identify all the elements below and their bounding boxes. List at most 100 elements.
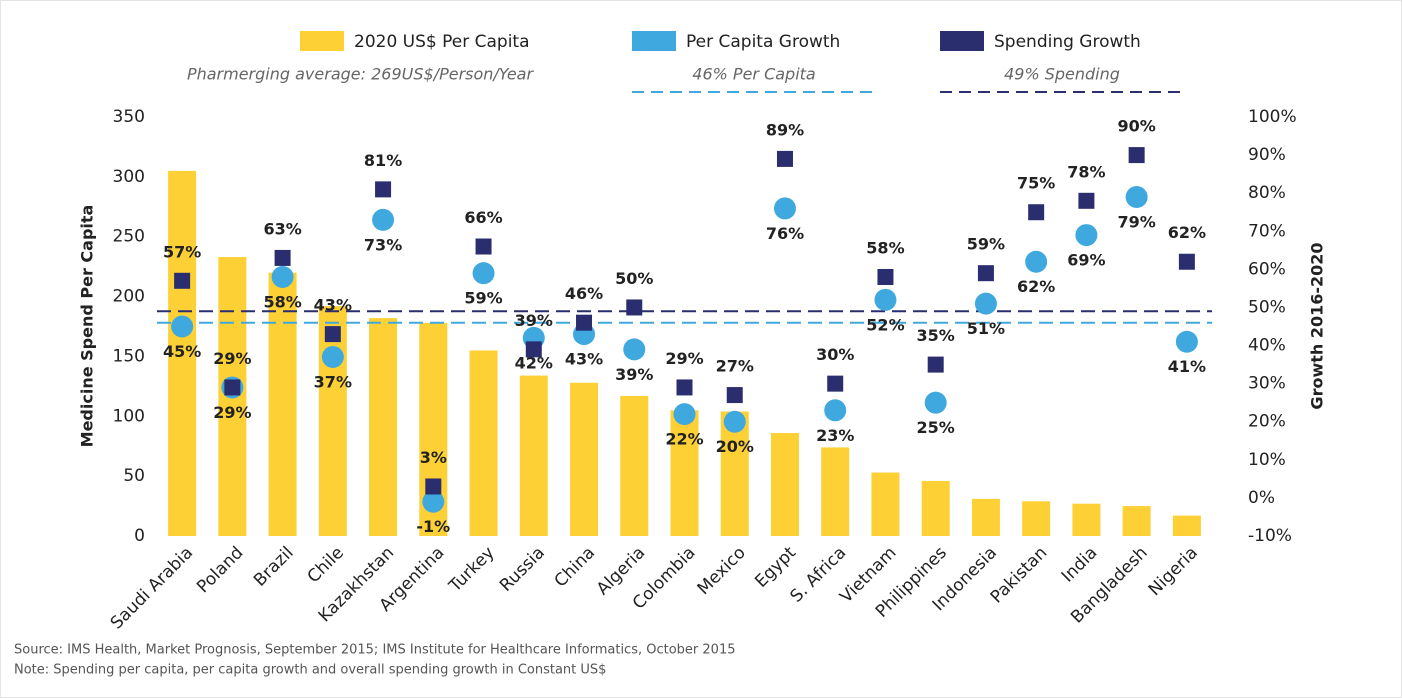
bar [670, 410, 699, 536]
y-tick-label: 100 [113, 406, 145, 426]
bar [971, 498, 1000, 536]
x-tick-label: Saudi Arabia [107, 543, 197, 633]
data-label: 59% [967, 235, 1005, 254]
spending-marker [827, 375, 844, 392]
per-capita-marker [824, 399, 847, 422]
spending-marker [877, 268, 894, 285]
y2-tick-label: 70% [1248, 221, 1286, 241]
spending-marker [224, 379, 241, 396]
spending-marker [174, 272, 191, 289]
per-capita-marker [422, 490, 445, 513]
x-tick-label: China [551, 543, 599, 591]
y-tick-label: 0 [134, 526, 145, 546]
data-label: 90% [1117, 117, 1155, 136]
y-tick-label: 300 [113, 167, 145, 187]
y2-tick-label: 10% [1248, 450, 1286, 470]
x-tick-label: Russia [496, 543, 549, 596]
y-tick-label: 50 [123, 466, 145, 486]
y2-tick-label: 100% [1248, 107, 1297, 127]
data-label: 20% [716, 437, 754, 456]
x-tick-label: Nigeria [1145, 543, 1202, 600]
spending-marker [1078, 192, 1095, 209]
spending-marker [324, 326, 341, 343]
spending-marker [1028, 204, 1045, 221]
data-label: 30% [816, 345, 854, 364]
x-tick-label: Chile [304, 543, 348, 587]
spending-marker [274, 249, 291, 266]
bar [318, 306, 347, 536]
data-label: 42% [515, 353, 553, 372]
spending-marker [676, 379, 693, 396]
spending-marker [927, 356, 944, 373]
spending-marker [977, 265, 994, 282]
y-tick-label: 250 [113, 227, 145, 247]
per-capita-marker [1025, 250, 1048, 273]
y-tick-label: 350 [113, 107, 145, 127]
data-label: 79% [1117, 212, 1155, 231]
source-note: Note: Spending per capita, per capita gr… [14, 663, 606, 678]
y2-axis-title: Growth 2016-2020 [1308, 242, 1327, 409]
per-capita-marker [874, 288, 897, 311]
data-label: 43% [565, 350, 603, 369]
per-capita-marker [1125, 185, 1148, 208]
data-label: 46% [565, 284, 603, 303]
data-label: 27% [716, 357, 754, 376]
x-tick-label: Poland [193, 543, 247, 597]
data-label: 43% [314, 296, 352, 315]
data-label: 29% [213, 403, 251, 422]
bar [871, 472, 900, 536]
data-label: 63% [263, 219, 301, 238]
spending-marker [1128, 147, 1145, 164]
y2-tick-label: 80% [1248, 183, 1286, 203]
bar [369, 318, 398, 536]
data-label: 66% [464, 208, 502, 227]
per-capita-marker [723, 410, 746, 433]
bar [620, 395, 649, 536]
data-label: 62% [1017, 277, 1055, 296]
data-label: 45% [163, 342, 201, 361]
bar [1072, 503, 1101, 536]
data-label: 58% [263, 292, 301, 311]
spending-marker [626, 299, 643, 316]
x-tick-label: Mexico [694, 543, 750, 599]
data-label: 57% [163, 242, 201, 261]
bar [519, 375, 548, 536]
y2-tick-label: 60% [1248, 259, 1286, 279]
bar [570, 382, 599, 536]
reference-label: 46% Per Capita [692, 65, 815, 84]
per-capita-marker [924, 391, 947, 414]
legend-swatch [632, 31, 676, 51]
data-label: 50% [615, 269, 653, 288]
per-capita-marker [623, 338, 646, 361]
data-label: 29% [665, 349, 703, 368]
data-label: -1% [416, 517, 450, 536]
y2-tick-label: 0% [1248, 488, 1275, 508]
spending-marker [425, 478, 442, 495]
data-label: 41% [1168, 357, 1206, 376]
per-capita-marker [472, 262, 495, 285]
x-tick-label: India [1058, 543, 1102, 587]
per-capita-marker [1175, 330, 1198, 353]
x-tick-label: Brazil [250, 543, 298, 591]
data-label: 58% [866, 238, 904, 257]
per-capita-marker [1075, 224, 1098, 247]
legend-label: Per Capita Growth [686, 32, 840, 52]
x-tick-label: Turkey [445, 543, 499, 597]
y2-tick-label: 30% [1248, 374, 1286, 394]
data-label: 23% [816, 426, 854, 445]
bar [821, 447, 850, 536]
reference-label: 49% Spending [1004, 65, 1120, 84]
spending-marker [375, 181, 392, 198]
data-label: 29% [213, 349, 251, 368]
data-label: 76% [766, 224, 804, 243]
per-capita-marker [271, 265, 294, 288]
data-label: 39% [515, 311, 553, 330]
bar [770, 433, 799, 536]
bar [469, 350, 498, 536]
data-label: 25% [917, 418, 955, 437]
per-capita-marker [673, 403, 696, 426]
y2-tick-label: 50% [1248, 297, 1286, 317]
bar [921, 480, 950, 536]
data-label: 73% [364, 235, 402, 254]
